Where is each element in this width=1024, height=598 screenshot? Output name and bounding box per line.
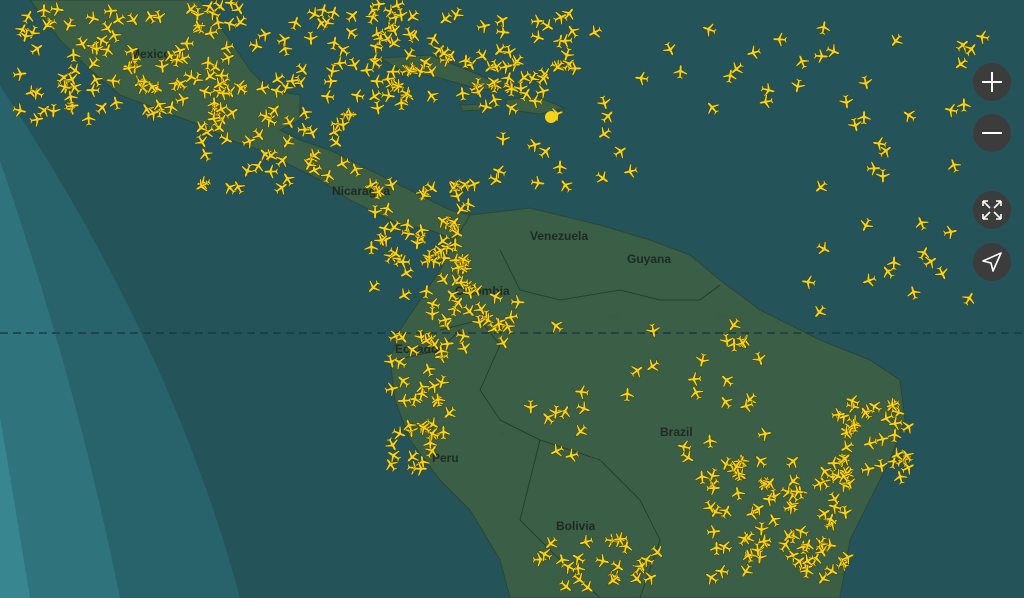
country-label: Brazil: [660, 425, 693, 439]
selected-aircraft[interactable]: [545, 111, 557, 123]
region-label: AC: [500, 430, 511, 439]
region-label: PA: [730, 388, 741, 397]
fullscreen[interactable]: [973, 191, 1011, 229]
region-label: RR: [608, 313, 620, 322]
terminator-bands: [0, 85, 240, 598]
zoom-in[interactable]: [973, 63, 1011, 101]
country-label: Mexico: [130, 47, 171, 61]
locate[interactable]: [973, 243, 1011, 281]
country-label: Venezuela: [530, 229, 588, 243]
region-label: AP: [717, 313, 728, 322]
zoom-out[interactable]: [973, 114, 1011, 152]
region-label: RO: [590, 455, 602, 464]
country-label: Bolivia: [556, 519, 596, 533]
country-label: Guyana: [627, 252, 671, 266]
country-label: Peru: [432, 451, 459, 465]
